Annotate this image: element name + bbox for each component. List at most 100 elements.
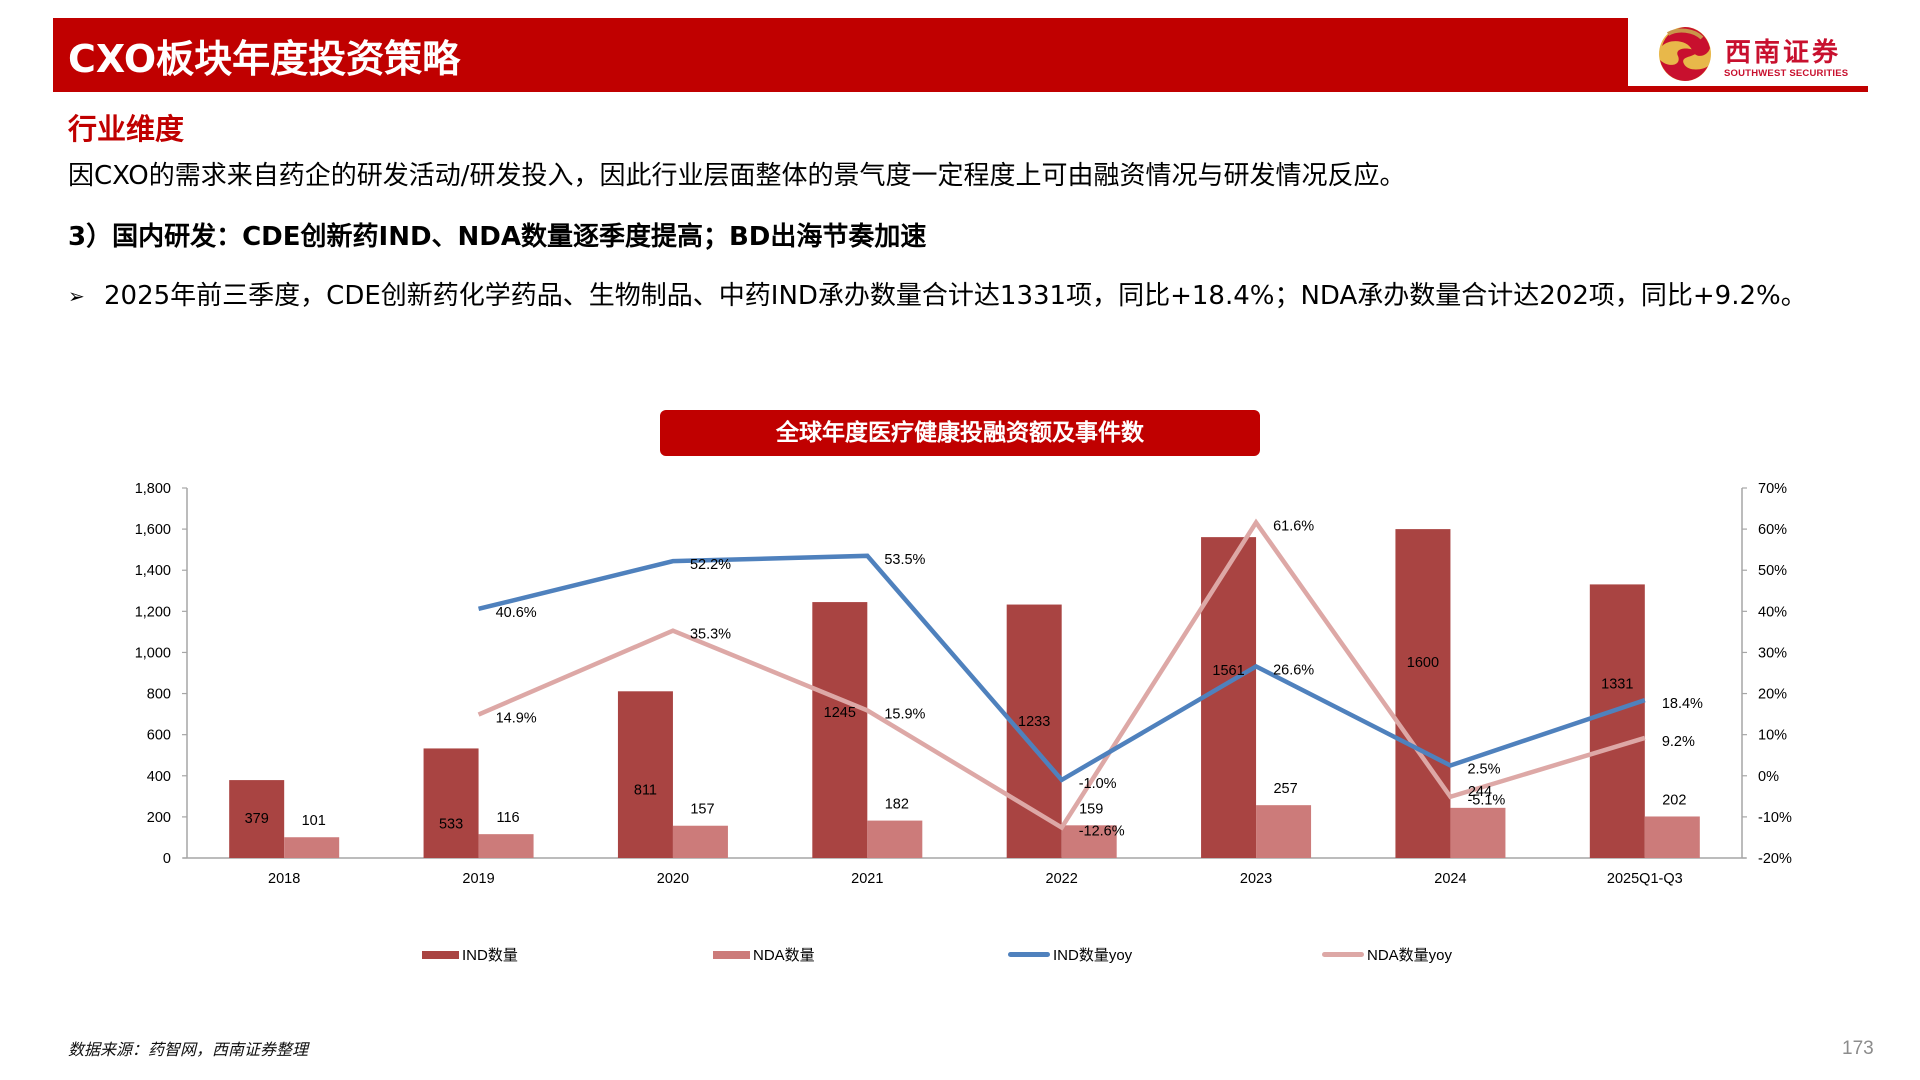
y-right-tick-label: 60% xyxy=(1758,522,1787,538)
bullet-point: ➢ 2025年前三季度，CDE创新药化学药品、生物制品、中药IND承办数量合计达… xyxy=(68,280,1868,312)
y-left-tick-label: 400 xyxy=(147,769,171,785)
logo-text-en: SOUTHWEST SECURITIES xyxy=(1724,68,1849,79)
line-NDA数量yoy xyxy=(477,518,1646,831)
line-value-label: -5.1% xyxy=(1467,793,1505,809)
bar-value-label: 1245 xyxy=(824,705,856,721)
legend-bar-swatch-icon xyxy=(422,950,459,959)
bar-value-label: 244 xyxy=(1468,784,1492,800)
x-tick-label: 2021 xyxy=(851,871,883,887)
bar-IND数量 xyxy=(229,780,285,858)
chart-title: 全球年度医疗健康投融资额及事件数 xyxy=(660,410,1260,456)
legend-item: IND数量yoy xyxy=(1008,944,1132,965)
sub-heading: 3）国内研发：CDE创新药IND、NDA数量逐季度提高；BD出海节奏加速 xyxy=(68,222,927,252)
bar-NDA数量 xyxy=(1061,825,1117,858)
line-value-label: 2.5% xyxy=(1467,762,1500,778)
bar-value-label: 182 xyxy=(885,797,909,813)
x-tick-label: 2025Q1-Q3 xyxy=(1607,871,1683,887)
bar-value-label: 159 xyxy=(1079,801,1103,817)
y-left-tick-label: 1,400 xyxy=(135,563,171,579)
line-value-label: -1.0% xyxy=(1079,776,1117,792)
y-right-tick-label: 0% xyxy=(1758,769,1779,785)
bar-IND数量 xyxy=(1589,584,1645,858)
title-bar: CXO板块年度投资策略 xyxy=(53,18,1628,92)
line-value-label: 14.9% xyxy=(496,711,537,727)
line-value-label: -12.6% xyxy=(1079,824,1125,840)
line-value-label: 9.2% xyxy=(1662,734,1695,750)
y-right-tick-label: -10% xyxy=(1758,810,1792,826)
y-left-tick-label: 600 xyxy=(147,728,171,744)
y-right-tick-label: -20% xyxy=(1758,851,1792,867)
bar-IND数量 xyxy=(812,602,868,858)
bar-value-label: 157 xyxy=(690,802,714,818)
bullet-arrow-icon: ➢ xyxy=(68,284,85,308)
bar-value-label: 811 xyxy=(634,783,657,799)
line-value-label: 26.6% xyxy=(1273,662,1314,678)
bar-NDA数量 xyxy=(672,825,728,858)
line-value-label: 52.2% xyxy=(690,557,731,573)
legend-item: IND数量 xyxy=(422,944,518,965)
bar-value-label: 257 xyxy=(1273,781,1297,797)
y-right-tick-label: 10% xyxy=(1758,728,1787,744)
legend-label: IND数量 xyxy=(462,947,518,964)
legend-line-swatch-icon xyxy=(1322,952,1364,957)
y-right-tick-label: 70% xyxy=(1758,481,1787,497)
page-number: 173 xyxy=(1842,1038,1874,1059)
logo-emblem-icon xyxy=(1659,27,1711,81)
bar-NDA数量 xyxy=(478,834,534,858)
y-right-tick-label: 50% xyxy=(1758,563,1787,579)
x-tick-label: 2022 xyxy=(1046,871,1078,887)
y-left-tick-label: 200 xyxy=(147,810,171,826)
legend-label: NDA数量 xyxy=(753,947,815,964)
section-heading: 行业维度 xyxy=(68,112,185,146)
bar-value-label: 1561 xyxy=(1212,663,1244,679)
y-left-tick-label: 1,600 xyxy=(135,522,171,538)
legend-label: NDA数量yoy xyxy=(1367,947,1453,964)
x-tick-label: 2024 xyxy=(1434,871,1466,887)
y-right-tick-label: 40% xyxy=(1758,604,1787,620)
x-tick-label: 2023 xyxy=(1240,871,1272,887)
bullet-text: 2025年前三季度，CDE创新药化学药品、生物制品、中药IND承办数量合计达13… xyxy=(104,281,1807,311)
legend-line-swatch-icon xyxy=(1008,952,1050,957)
legend-label: IND数量yoy xyxy=(1053,947,1133,964)
bar-IND数量 xyxy=(1201,537,1257,858)
bar-NDA数量 xyxy=(1644,816,1700,858)
intro-text: 因CXO的需求来自药企的研发活动/研发投入，因此行业层面整体的景气度一定程度上可… xyxy=(68,161,1406,191)
bar-IND数量 xyxy=(423,748,479,858)
x-tick-label: 2018 xyxy=(268,871,300,887)
x-tick-label: 2020 xyxy=(657,871,689,887)
legend-bar-swatch-icon xyxy=(713,950,750,959)
header-underline xyxy=(1628,86,1868,92)
page-title: CXO板块年度投资策略 xyxy=(68,37,461,81)
bar-value-label: 379 xyxy=(245,811,269,827)
y-left-tick-label: 1,200 xyxy=(135,604,171,620)
company-logo: 西南证券 SOUTHWEST SECURITIES xyxy=(1628,18,1868,87)
line-value-label: 15.9% xyxy=(884,706,925,722)
bar-value-label: 1233 xyxy=(1018,714,1050,730)
y-left-tick-label: 1,800 xyxy=(135,481,171,497)
bar-NDA数量 xyxy=(284,837,340,858)
chart-legend: IND数量 NDA数量 IND数量yoy NDA数量yoy xyxy=(0,944,1920,974)
line-value-label: 35.3% xyxy=(690,627,731,643)
line-IND数量yoy xyxy=(478,553,1646,783)
y-right-tick-label: 30% xyxy=(1758,645,1787,661)
bar-value-label: 116 xyxy=(497,810,520,826)
line-value-label: 61.6% xyxy=(1273,519,1314,535)
bar-IND数量 xyxy=(1395,529,1451,858)
bar-NDA数量 xyxy=(1256,805,1312,858)
x-tick-label: 2019 xyxy=(462,871,494,887)
line-value-label: 18.4% xyxy=(1662,696,1703,712)
y-left-tick-label: 0 xyxy=(163,851,171,867)
line-value-label: 40.6% xyxy=(496,605,537,621)
logo-text-cn: 西南证券 xyxy=(1725,38,1842,68)
bar-value-label: 1331 xyxy=(1601,676,1633,692)
line-value-label: 53.5% xyxy=(884,552,925,568)
y-left-tick-label: 800 xyxy=(147,687,171,703)
y-left-tick-label: 1,000 xyxy=(135,645,171,661)
y-right-tick-label: 20% xyxy=(1758,687,1787,703)
legend-item: NDA数量yoy xyxy=(1322,944,1452,965)
data-source: 数据来源：药智网，西南证券整理 xyxy=(68,1040,309,1059)
bar-NDA数量 xyxy=(867,820,923,858)
legend-item: NDA数量 xyxy=(713,944,815,965)
bar-IND数量 xyxy=(617,691,673,858)
